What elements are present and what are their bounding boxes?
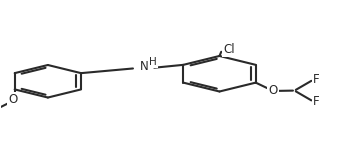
Text: H: H	[149, 57, 157, 67]
Text: O: O	[8, 93, 17, 106]
Text: F: F	[313, 73, 319, 86]
Text: Cl: Cl	[223, 43, 235, 55]
Text: N: N	[140, 60, 149, 73]
Text: O: O	[268, 84, 277, 97]
Text: F: F	[313, 95, 319, 108]
